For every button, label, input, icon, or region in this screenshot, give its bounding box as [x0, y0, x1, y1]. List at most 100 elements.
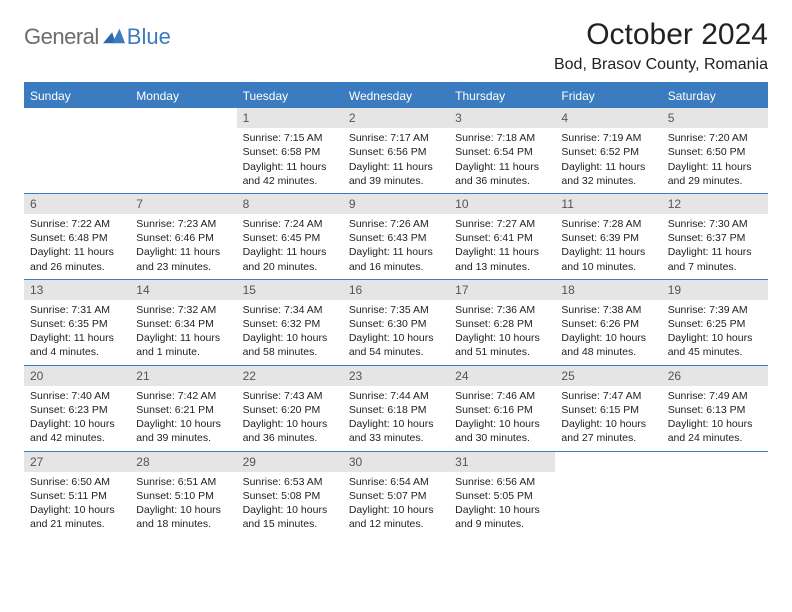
day-number: 12 [662, 194, 768, 214]
logo-mark-icon [103, 26, 125, 44]
day-content: Sunrise: 7:38 AMSunset: 6:26 PMDaylight:… [555, 300, 661, 365]
brand-part1: General [24, 24, 99, 50]
week-row: 20Sunrise: 7:40 AMSunset: 6:23 PMDayligh… [24, 365, 768, 451]
sunset-text: Sunset: 6:39 PM [561, 231, 655, 245]
sunrise-text: Sunrise: 7:28 AM [561, 217, 655, 231]
day-cell: . [662, 452, 768, 537]
day-cell: . [24, 108, 130, 193]
day-content: Sunrise: 7:30 AMSunset: 6:37 PMDaylight:… [662, 214, 768, 279]
sunrise-text: Sunrise: 7:35 AM [349, 303, 443, 317]
day-content: Sunrise: 7:15 AMSunset: 6:58 PMDaylight:… [237, 128, 343, 193]
location: Bod, Brasov County, Romania [554, 56, 768, 74]
sunset-text: Sunset: 6:35 PM [30, 317, 124, 331]
day-cell: 22Sunrise: 7:43 AMSunset: 6:20 PMDayligh… [237, 366, 343, 451]
sunrise-text: Sunrise: 7:20 AM [668, 131, 762, 145]
daylight-text: Daylight: 11 hours and 26 minutes. [30, 245, 124, 273]
day-number: 1 [237, 108, 343, 128]
day-content: Sunrise: 7:44 AMSunset: 6:18 PMDaylight:… [343, 386, 449, 451]
sunrise-text: Sunrise: 7:42 AM [136, 389, 230, 403]
day-cell: 15Sunrise: 7:34 AMSunset: 6:32 PMDayligh… [237, 280, 343, 365]
sunrise-text: Sunrise: 7:17 AM [349, 131, 443, 145]
day-number: 3 [449, 108, 555, 128]
sunset-text: Sunset: 6:56 PM [349, 145, 443, 159]
day-content: Sunrise: 7:27 AMSunset: 6:41 PMDaylight:… [449, 214, 555, 279]
day-number: 14 [130, 280, 236, 300]
sunset-text: Sunset: 6:43 PM [349, 231, 443, 245]
sunset-text: Sunset: 6:30 PM [349, 317, 443, 331]
day-cell: 4Sunrise: 7:19 AMSunset: 6:52 PMDaylight… [555, 108, 661, 193]
day-content: Sunrise: 7:31 AMSunset: 6:35 PMDaylight:… [24, 300, 130, 365]
sunrise-text: Sunrise: 7:34 AM [243, 303, 337, 317]
day-number: 26 [662, 366, 768, 386]
daylight-text: Daylight: 11 hours and 29 minutes. [668, 160, 762, 188]
sunrise-text: Sunrise: 7:22 AM [30, 217, 124, 231]
day-cell: 6Sunrise: 7:22 AMSunset: 6:48 PMDaylight… [24, 194, 130, 279]
dow-row: Sunday Monday Tuesday Wednesday Thursday… [24, 84, 768, 108]
day-content: Sunrise: 6:51 AMSunset: 5:10 PMDaylight:… [130, 472, 236, 537]
day-number: 4 [555, 108, 661, 128]
sunset-text: Sunset: 6:52 PM [561, 145, 655, 159]
day-content: Sunrise: 7:42 AMSunset: 6:21 PMDaylight:… [130, 386, 236, 451]
day-number: 13 [24, 280, 130, 300]
day-number: 27 [24, 452, 130, 472]
day-content: Sunrise: 6:56 AMSunset: 5:05 PMDaylight:… [449, 472, 555, 537]
day-cell: 7Sunrise: 7:23 AMSunset: 6:46 PMDaylight… [130, 194, 236, 279]
daylight-text: Daylight: 10 hours and 30 minutes. [455, 417, 549, 445]
week-row: ..1Sunrise: 7:15 AMSunset: 6:58 PMDaylig… [24, 108, 768, 193]
day-number: 9 [343, 194, 449, 214]
daylight-text: Daylight: 11 hours and 16 minutes. [349, 245, 443, 273]
daylight-text: Daylight: 10 hours and 36 minutes. [243, 417, 337, 445]
calendar-page: General Blue October 2024 Bod, Brasov Co… [0, 0, 792, 536]
day-cell: 16Sunrise: 7:35 AMSunset: 6:30 PMDayligh… [343, 280, 449, 365]
brand-part2: Blue [127, 24, 171, 50]
sunset-text: Sunset: 6:20 PM [243, 403, 337, 417]
day-content: Sunrise: 6:54 AMSunset: 5:07 PMDaylight:… [343, 472, 449, 537]
day-cell: 8Sunrise: 7:24 AMSunset: 6:45 PMDaylight… [237, 194, 343, 279]
day-cell: 29Sunrise: 6:53 AMSunset: 5:08 PMDayligh… [237, 452, 343, 537]
brand-logo: General Blue [24, 24, 171, 50]
day-number: 25 [555, 366, 661, 386]
day-cell: 17Sunrise: 7:36 AMSunset: 6:28 PMDayligh… [449, 280, 555, 365]
sunrise-text: Sunrise: 7:44 AM [349, 389, 443, 403]
day-number: 30 [343, 452, 449, 472]
sunrise-text: Sunrise: 7:19 AM [561, 131, 655, 145]
day-cell: 21Sunrise: 7:42 AMSunset: 6:21 PMDayligh… [130, 366, 236, 451]
sunrise-text: Sunrise: 7:43 AM [243, 389, 337, 403]
daylight-text: Daylight: 11 hours and 32 minutes. [561, 160, 655, 188]
sunrise-text: Sunrise: 7:40 AM [30, 389, 124, 403]
sunset-text: Sunset: 5:11 PM [30, 489, 124, 503]
dow-wednesday: Wednesday [343, 84, 449, 108]
sunrise-text: Sunrise: 7:49 AM [668, 389, 762, 403]
sunset-text: Sunset: 6:41 PM [455, 231, 549, 245]
daylight-text: Daylight: 10 hours and 48 minutes. [561, 331, 655, 359]
day-cell: 18Sunrise: 7:38 AMSunset: 6:26 PMDayligh… [555, 280, 661, 365]
day-cell: 1Sunrise: 7:15 AMSunset: 6:58 PMDaylight… [237, 108, 343, 193]
sunset-text: Sunset: 6:34 PM [136, 317, 230, 331]
sunset-text: Sunset: 6:18 PM [349, 403, 443, 417]
sunrise-text: Sunrise: 6:51 AM [136, 475, 230, 489]
sunset-text: Sunset: 6:13 PM [668, 403, 762, 417]
week-row: 27Sunrise: 6:50 AMSunset: 5:11 PMDayligh… [24, 451, 768, 537]
daylight-text: Daylight: 10 hours and 21 minutes. [30, 503, 124, 531]
day-content: Sunrise: 7:19 AMSunset: 6:52 PMDaylight:… [555, 128, 661, 193]
sunrise-text: Sunrise: 7:36 AM [455, 303, 549, 317]
sunrise-text: Sunrise: 7:47 AM [561, 389, 655, 403]
sunrise-text: Sunrise: 7:46 AM [455, 389, 549, 403]
daylight-text: Daylight: 10 hours and 27 minutes. [561, 417, 655, 445]
day-content: Sunrise: 7:26 AMSunset: 6:43 PMDaylight:… [343, 214, 449, 279]
daylight-text: Daylight: 11 hours and 23 minutes. [136, 245, 230, 273]
daylight-text: Daylight: 10 hours and 51 minutes. [455, 331, 549, 359]
day-content: Sunrise: 7:34 AMSunset: 6:32 PMDaylight:… [237, 300, 343, 365]
header: General Blue October 2024 Bod, Brasov Co… [24, 18, 768, 74]
sunset-text: Sunset: 6:25 PM [668, 317, 762, 331]
daylight-text: Daylight: 11 hours and 36 minutes. [455, 160, 549, 188]
dow-tuesday: Tuesday [237, 84, 343, 108]
day-number: 5 [662, 108, 768, 128]
daylight-text: Daylight: 11 hours and 7 minutes. [668, 245, 762, 273]
sunset-text: Sunset: 6:21 PM [136, 403, 230, 417]
daylight-text: Daylight: 10 hours and 18 minutes. [136, 503, 230, 531]
day-number: 28 [130, 452, 236, 472]
day-number: 11 [555, 194, 661, 214]
dow-saturday: Saturday [662, 84, 768, 108]
day-cell: 25Sunrise: 7:47 AMSunset: 6:15 PMDayligh… [555, 366, 661, 451]
